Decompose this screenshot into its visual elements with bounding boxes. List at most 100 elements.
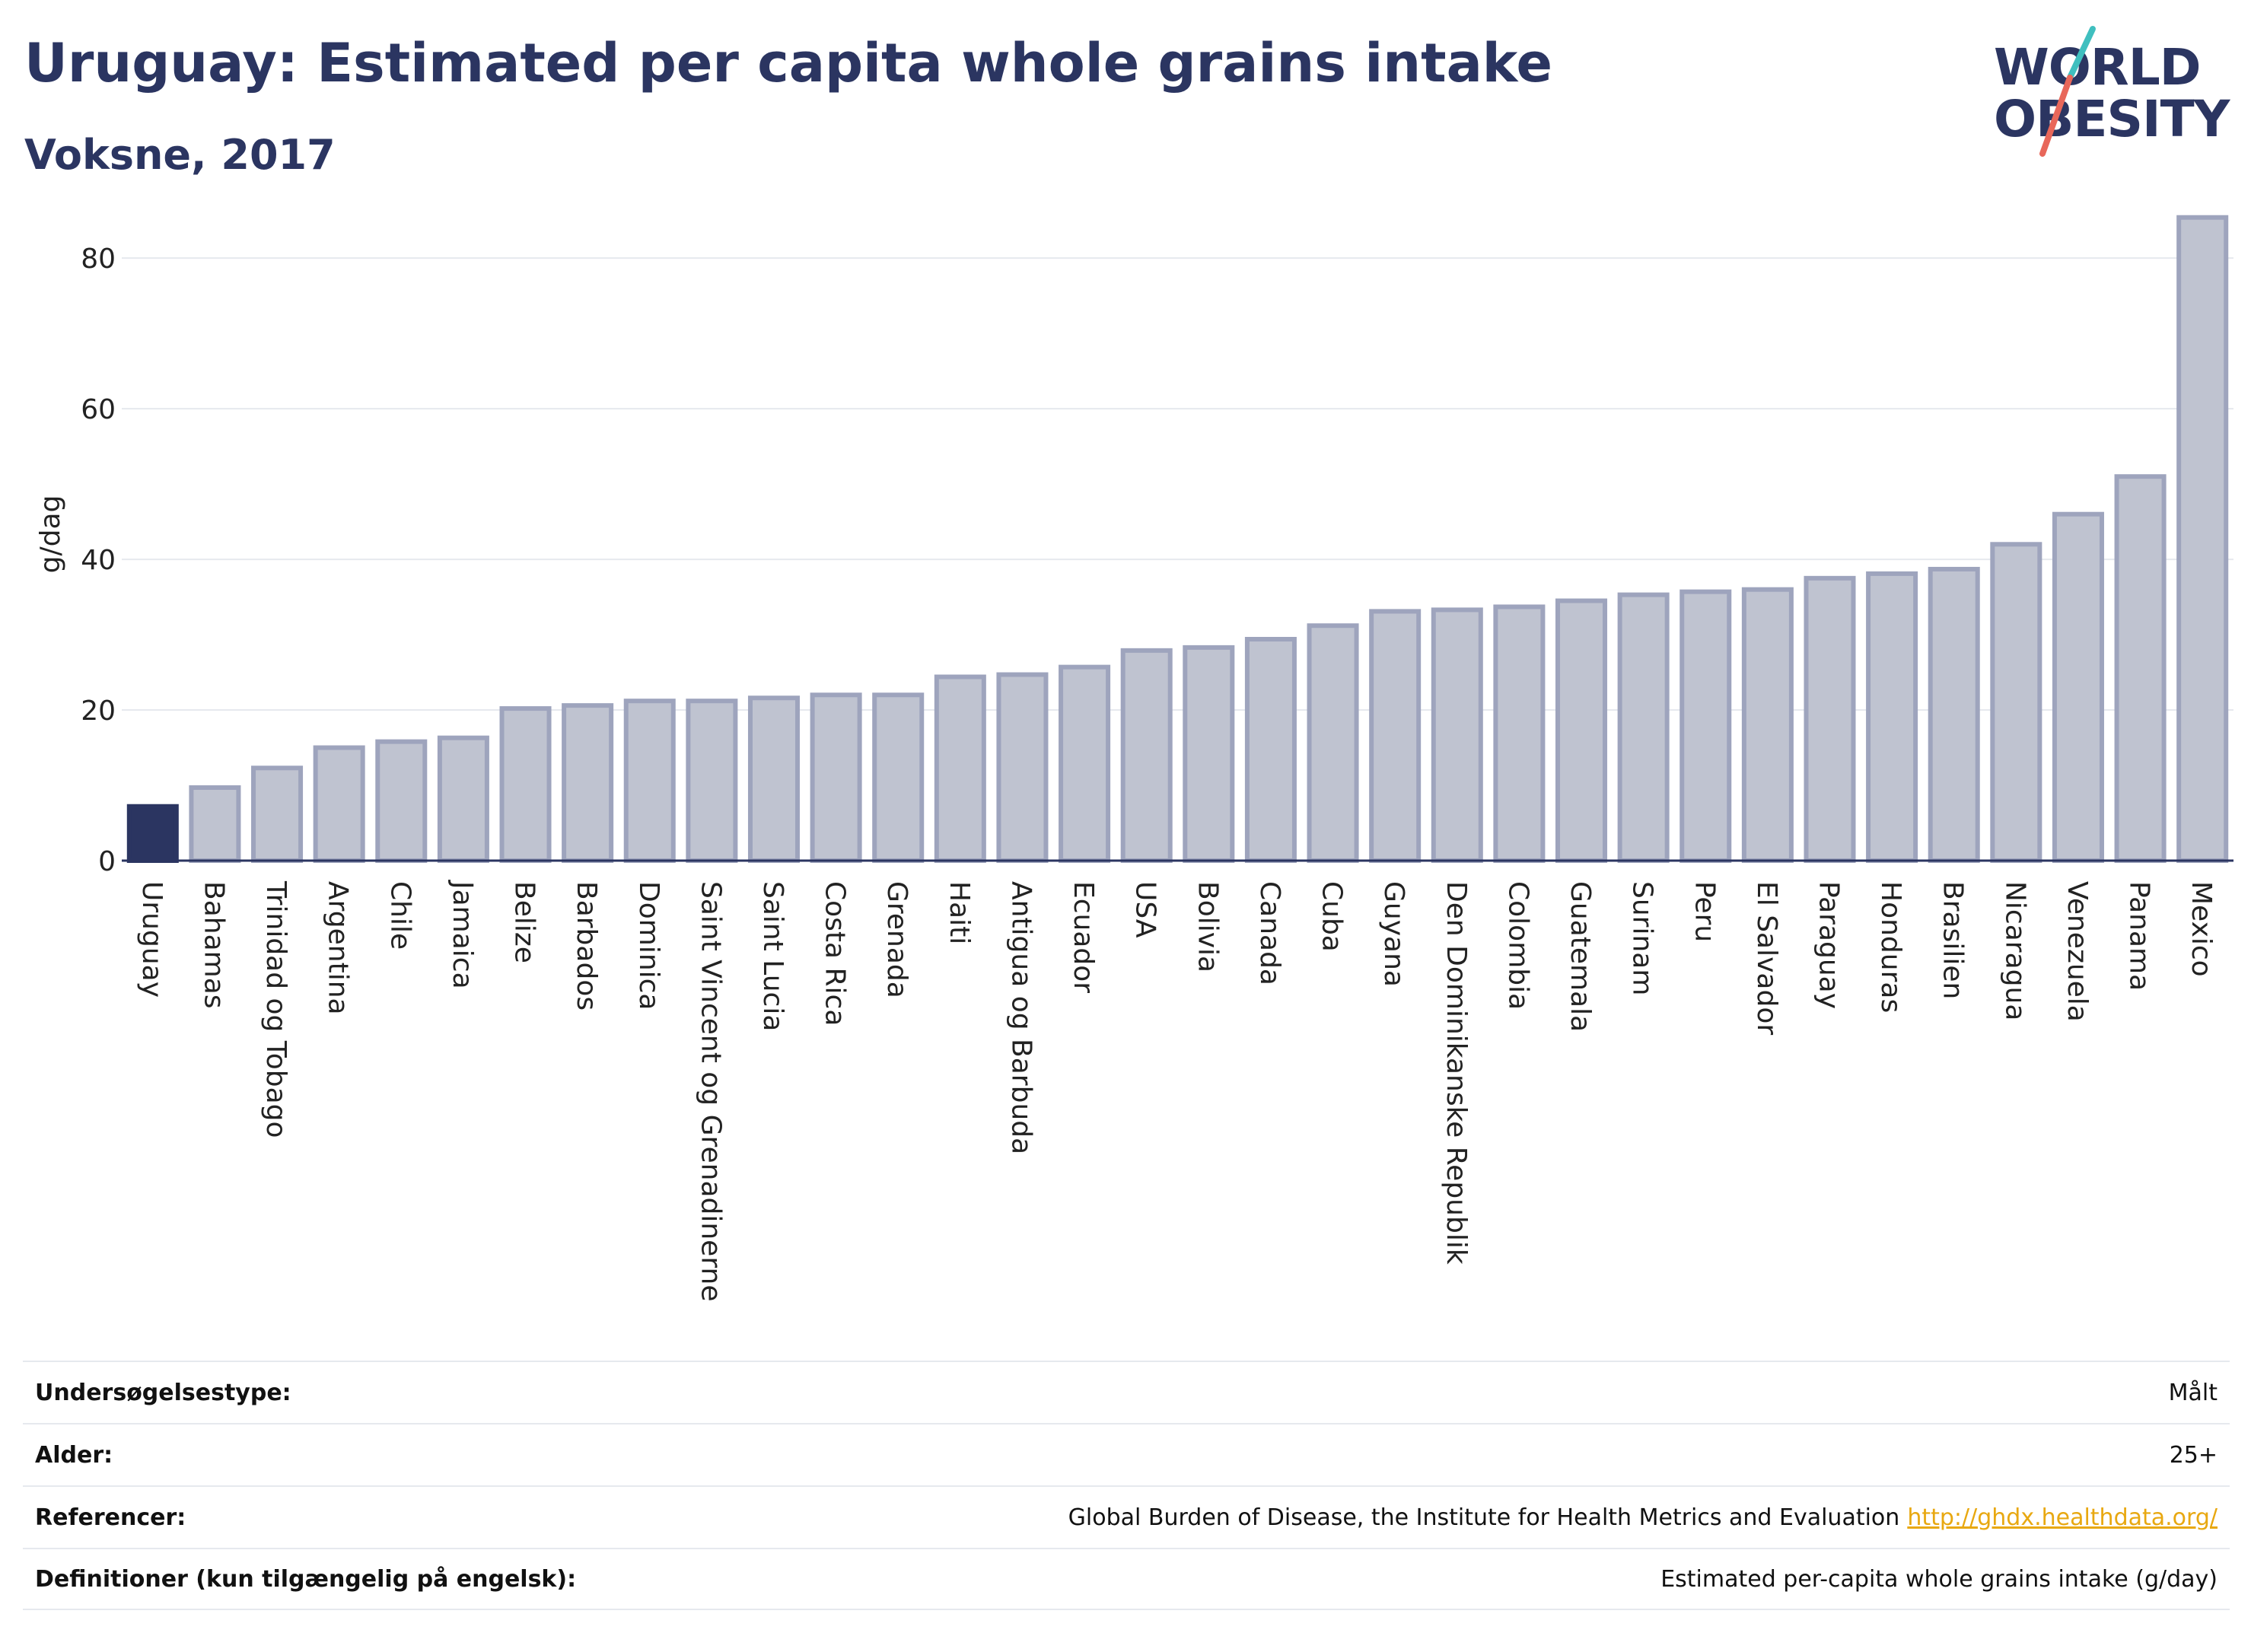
bar-paraguay[interactable] [1804, 575, 1856, 863]
x-tick-label: Jamaica [447, 880, 478, 989]
info-value-text: 25+ [2169, 1441, 2218, 1469]
bar-trinidad-og-tobago[interactable] [251, 766, 304, 863]
bar-venezuela[interactable] [2052, 511, 2104, 863]
bar-haiti[interactable] [934, 674, 986, 864]
chart-title: Uruguay: Estimated per capita whole grai… [24, 32, 1552, 94]
x-tick-label: USA [1130, 881, 1161, 938]
info-row: Referencer: Global Burden of Disease, the… [23, 1485, 2230, 1548]
x-tick-label: Panama [2124, 881, 2155, 991]
x-tick-label: Uruguay [136, 881, 167, 998]
y-axis-label: g/dag [35, 495, 66, 574]
x-tick-label: Paraguay [1813, 881, 1844, 1009]
bar-guatemala[interactable] [1555, 598, 1608, 863]
bar-saint-lucia[interactable] [747, 695, 800, 864]
bar-belize[interactable] [499, 706, 552, 864]
bar-brasilien[interactable] [1928, 566, 1980, 863]
x-tick-label: Guyana [1378, 881, 1409, 987]
bar-saint-vincent-og-grenadinerne[interactable] [686, 699, 738, 863]
info-value-text: Global Burden of Disease, the Institute … [1068, 1504, 1900, 1531]
bar-uruguay[interactable] [126, 804, 179, 863]
y-tick-label: 20 [81, 695, 116, 727]
info-row: Definitioner (kun tilgængelig på engelsk… [23, 1548, 2230, 1610]
x-tick-label: Ecuador [1068, 881, 1099, 993]
x-tick-label: Surinam [1627, 881, 1658, 995]
info-table: Undersøgelsestype: Målt Alder: 25+ Reference… [23, 1361, 2230, 1610]
x-tick-label: El Salvador [1751, 881, 1782, 1035]
x-tick-label: Antigua og Barbuda [1005, 881, 1036, 1154]
bar-grenada[interactable] [872, 692, 925, 863]
x-tick-label: Costa Rica [820, 881, 851, 1026]
x-tick-label: Mexico [2186, 881, 2217, 977]
bars [126, 215, 2229, 864]
x-tick-label: Saint Vincent og Grenadinerne [695, 881, 726, 1301]
bar-canada[interactable] [1244, 637, 1297, 864]
bar-colombia[interactable] [1493, 604, 1546, 863]
x-tick-label: Grenada [881, 881, 912, 998]
info-key: Referencer: [35, 1504, 186, 1531]
bar-bahamas[interactable] [189, 785, 241, 864]
info-value-text: Estimated per-capita whole grains intake… [1660, 1565, 2218, 1593]
bar-den-dominikanske-republik[interactable] [1431, 607, 1483, 864]
x-tick-label: Honduras [1875, 881, 1906, 1013]
bar-jamaica[interactable] [437, 735, 489, 864]
x-tick-label: Saint Lucia [757, 881, 788, 1031]
info-key: Definitioner (kun tilgængelig på engelsk… [35, 1565, 577, 1593]
bar-el-salvador[interactable] [1741, 587, 1794, 863]
logo-text-line2: OBESITY [1994, 90, 2230, 148]
info-row: Undersøgelsestype: Målt [23, 1361, 2230, 1423]
bar-mexico[interactable] [2176, 215, 2229, 864]
bar-usa[interactable] [1120, 648, 1173, 863]
bar-barbados[interactable] [562, 703, 614, 863]
x-tick-label: Brasilien [1937, 881, 1969, 999]
bar-bolivia[interactable] [1183, 645, 1235, 864]
y-tick-label: 40 [81, 545, 116, 576]
x-tick-label: Barbados [571, 881, 602, 1011]
x-tick-label: Cuba [1317, 881, 1348, 952]
bar-peru[interactable] [1679, 589, 1732, 863]
x-tick-label: Nicaragua [1999, 881, 2030, 1020]
x-tick-label: Peru [1689, 881, 1720, 942]
bar-argentina[interactable] [313, 745, 365, 864]
x-tick-label: Bolivia [1192, 881, 1223, 972]
y-tick-label: 60 [81, 394, 116, 425]
info-value: Global Burden of Disease, the Institute … [1068, 1504, 2218, 1531]
bar-nicaragua[interactable] [1990, 542, 2042, 864]
x-tick-label: Argentina [323, 881, 354, 1015]
x-tick-label: Bahamas [198, 881, 229, 1009]
y-tick-label: 0 [98, 846, 116, 877]
world-obesity-logo[interactable]: WORLD OBESITY [1979, 23, 2237, 160]
x-tick-label: Chile [384, 881, 415, 950]
y-axis-ticks: 0 20 40 60 80 [81, 244, 116, 877]
bar-dominica[interactable] [623, 699, 676, 863]
bar-surinam[interactable] [1617, 592, 1670, 863]
info-key: Undersøgelsestype: [35, 1379, 291, 1406]
x-tick-label: Venezuela [2062, 881, 2093, 1022]
bar-cuba[interactable] [1307, 623, 1359, 863]
bar-honduras[interactable] [1866, 571, 1918, 864]
logo-text-line1: WORLD [1994, 38, 2202, 97]
info-value: 25+ [2170, 1442, 2218, 1469]
info-value: Målt [2169, 1380, 2218, 1406]
info-value-text: Målt [2168, 1379, 2218, 1406]
info-key: Alder: [35, 1441, 113, 1469]
x-tick-label: Colombia [1502, 881, 1533, 1010]
bar-chile[interactable] [375, 739, 428, 863]
chart-subtitle: Voksne, 2017 [24, 131, 336, 179]
bar-ecuador[interactable] [1059, 664, 1111, 864]
x-tick-label: Haiti [944, 881, 975, 944]
bar-panama[interactable] [2114, 474, 2167, 863]
reference-link[interactable]: http://ghdx.healthdata.org/ [1907, 1504, 2218, 1531]
bar-antigua-og-barbuda[interactable] [996, 672, 1049, 863]
bar-chart: 0 20 40 60 80 Uruguay Bahamas Trinidad og Toba… [35, 215, 2233, 1301]
info-row: Alder: 25+ [23, 1423, 2230, 1485]
x-tick-label: Canada [1254, 881, 1285, 985]
x-tick-label: Trinidad og Tobago [260, 880, 291, 1138]
bar-guyana[interactable] [1369, 609, 1422, 864]
info-value: Estimated per-capita whole grains intake… [1660, 1566, 2218, 1593]
x-tick-label: Dominica [633, 881, 664, 1011]
x-tick-label: Guatemala [1565, 881, 1596, 1032]
x-tick-label: Den Dominikanske Republik [1441, 881, 1472, 1265]
logo-slash-icon [2039, 26, 2096, 157]
bar-costa-rica[interactable] [810, 692, 862, 863]
x-tick-label: Belize [509, 881, 540, 963]
